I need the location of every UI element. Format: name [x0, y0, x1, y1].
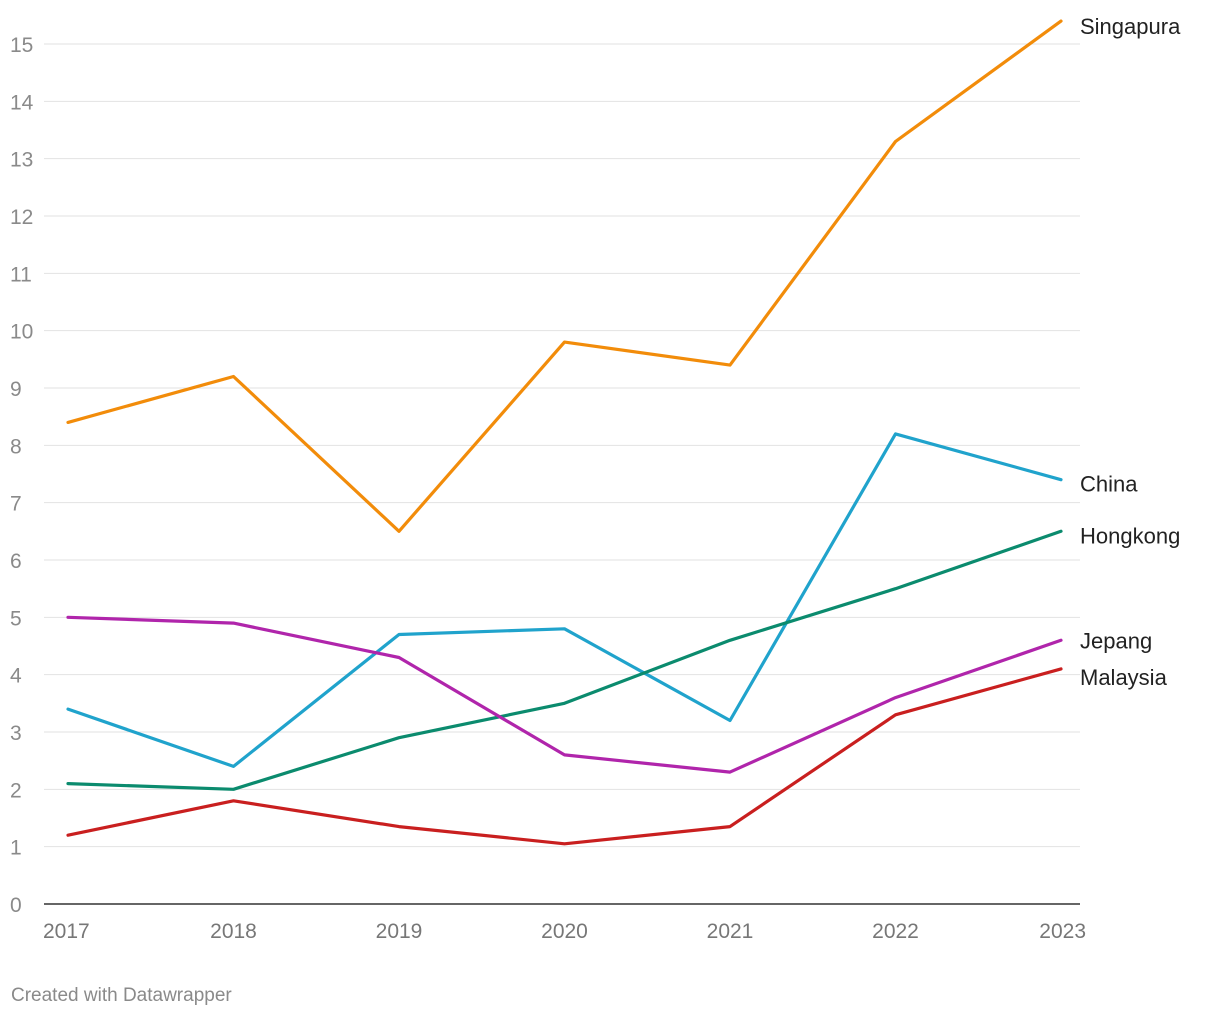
- x-tick-label-2019: 2019: [376, 920, 423, 943]
- y-tick-label-0: 0: [10, 894, 22, 917]
- series-line-singapura: [66, 19, 1063, 533]
- series-line-hongkong: [66, 529, 1063, 791]
- x-axis-ticks: 2017 2018 2019 2020 2021 2022 2023: [43, 920, 1086, 943]
- x-tick-label-2017: 2017: [43, 920, 90, 943]
- y-tick-label-13: 13: [10, 149, 33, 172]
- series-label-singapura: Singapura: [1080, 14, 1181, 39]
- y-tick-label-10: 10: [10, 321, 33, 344]
- gridlines: [44, 43, 1080, 905]
- series-label-china: China: [1080, 472, 1138, 497]
- y-tick-label-7: 7: [10, 493, 22, 516]
- series-label-malaysia: Malaysia: [1080, 665, 1168, 690]
- y-tick-label-8: 8: [10, 435, 22, 458]
- y-tick-label-5: 5: [10, 607, 22, 630]
- y-tick-label-11: 11: [10, 263, 32, 286]
- series-line-china: [66, 432, 1063, 769]
- x-tick-label-2018: 2018: [210, 920, 257, 943]
- y-tick-label-15: 15: [10, 34, 33, 57]
- series-line-malaysia: [66, 667, 1063, 846]
- y-tick-label-9: 9: [10, 378, 22, 401]
- series-label-jepang: Jepang: [1080, 628, 1152, 653]
- x-tick-label-2020: 2020: [541, 920, 588, 943]
- y-tick-label-12: 12: [10, 206, 33, 229]
- series-lines: [66, 19, 1063, 846]
- y-tick-label-3: 3: [10, 722, 22, 745]
- y-tick-label-6: 6: [10, 550, 22, 573]
- series-line-jepang: [66, 615, 1063, 774]
- y-tick-label-2: 2: [10, 779, 22, 802]
- series-label-hongkong: Hongkong: [1080, 523, 1180, 548]
- datawrapper-credit: Created with Datawrapper: [11, 985, 232, 1006]
- y-tick-label-14: 14: [10, 91, 34, 114]
- x-tick-label-2022: 2022: [872, 920, 919, 943]
- y-tick-label-4: 4: [10, 665, 22, 688]
- series-labels: Singapura China Hongkong Jepang Malaysia: [1080, 14, 1181, 690]
- x-tick-label-2023: 2023: [1039, 920, 1086, 943]
- x-tick-label-2021: 2021: [707, 920, 754, 943]
- y-tick-label-1: 1: [10, 837, 22, 860]
